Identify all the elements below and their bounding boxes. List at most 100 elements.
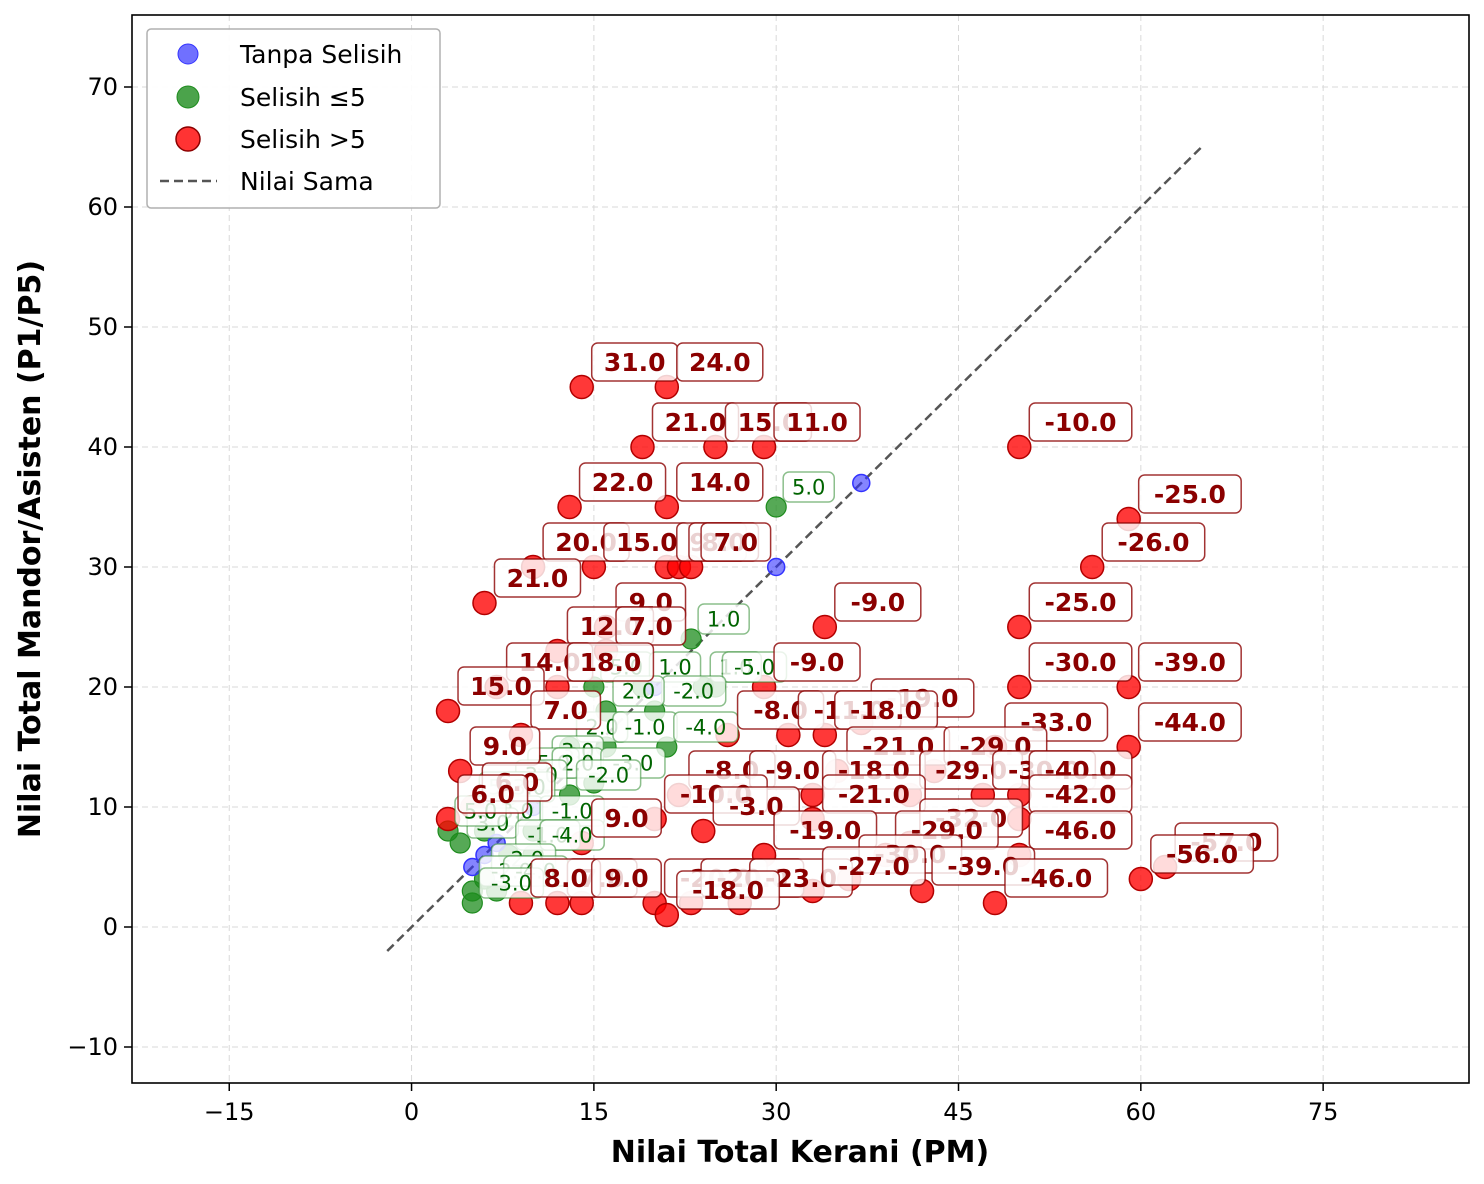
data-label-text: -18.0 — [850, 696, 922, 725]
data-label-selisih-besar: 24.0 — [676, 342, 764, 382]
x-tick-label: 0 — [404, 1098, 419, 1126]
data-label-selisih-besar: -44.0 — [1137, 702, 1242, 742]
data-label-text: 31.0 — [604, 348, 666, 377]
data-label-text: 1.0 — [707, 608, 740, 632]
data-label-selisih-besar: 9.0 — [590, 798, 662, 838]
data-label-selisih-kecil: -4.0 — [673, 711, 739, 743]
data-label-selisih-besar: -56.0 — [1150, 834, 1255, 874]
data-label-text: -25.0 — [1154, 480, 1226, 509]
point-selisih-besar — [1079, 554, 1105, 580]
data-label-box — [493, 558, 582, 598]
data-label-text: 6.0 — [471, 780, 515, 809]
data-label-text: -26.0 — [1117, 528, 1189, 557]
data-label-selisih-besar: 7.0 — [530, 690, 602, 730]
data-label-text: 21.0 — [507, 564, 569, 593]
data-label-text: 11.0 — [786, 408, 848, 437]
data-label-selisih-kecil: -4.0 — [539, 819, 605, 851]
data-label-text: -9.0 — [850, 588, 905, 617]
data-label-selisih-besar: -21.0 — [821, 774, 926, 814]
data-label-selisih-kecil: -1.0 — [612, 711, 678, 743]
data-label-box — [566, 642, 655, 682]
point-selisih-besar — [569, 374, 594, 400]
data-label-selisih-besar: 31.0 — [590, 342, 679, 382]
point-selisih-besar — [1007, 614, 1032, 640]
legend-marker-selisih-besar — [175, 126, 201, 152]
data-label-selisih-besar: -9.0 — [748, 750, 837, 790]
data-label-selisih-besar: -27.0 — [821, 846, 926, 886]
data-label-text: -27.0 — [838, 852, 910, 881]
legend-marker-selisih-kecil — [176, 85, 200, 109]
data-label-box — [676, 342, 764, 382]
data-label-selisih-besar: -19.0 — [773, 810, 878, 850]
legend-label-tanpa-selisih: Tanpa Selisih — [239, 40, 402, 69]
data-label-box — [1137, 702, 1242, 742]
legend-label-selisih-besar: Selisih >5 — [240, 125, 366, 154]
data-label-selisih-besar: -10.0 — [1028, 402, 1133, 442]
data-label-text: 7.0 — [629, 612, 673, 641]
data-label-selisih-kecil: 1.0 — [697, 603, 750, 635]
data-label-box — [1150, 834, 1255, 874]
point-selisih-besar — [982, 890, 1008, 916]
data-label-selisih-besar: 21.0 — [651, 402, 740, 442]
data-label-text: 22.0 — [592, 468, 654, 497]
data-label-text: 9.0 — [604, 804, 648, 833]
axis-ticks: −15 0 15 30 45 60 75 −10 0 10 20 30 40 50 60 70 — [67, 73, 1338, 1126]
data-label-selisih-besar: -39.0 — [1137, 642, 1242, 682]
data-label-box — [1004, 858, 1109, 898]
plot-frame — [131, 14, 1470, 1084]
data-label-selisih-kecil: 5.0 — [782, 471, 836, 503]
data-label-box — [590, 858, 662, 898]
data-labels: 5.01.05.01.01.0-5.0-2.02.02.0-1.0-4.03.0… — [454, 342, 1279, 910]
data-label-selisih-besar: 22.0 — [578, 462, 667, 502]
point-selisih-besar — [472, 590, 497, 616]
legend-marker-tanpa-selisih — [177, 43, 199, 65]
data-label-selisih-besar: 7.0 — [700, 522, 772, 562]
data-label-selisih-besar: -9.0 — [834, 582, 922, 622]
data-label-text: -10.0 — [1045, 408, 1117, 437]
data-label-text: 15.0 — [470, 672, 532, 701]
data-label-text: 9.0 — [483, 732, 527, 761]
data-label-box — [821, 846, 926, 886]
data-label-text: 9.0 — [604, 864, 648, 893]
point-selisih-besar — [557, 494, 582, 520]
data-label-box — [673, 711, 739, 743]
data-label-selisih-besar: 9.0 — [590, 858, 662, 898]
y-tick-label: 0 — [103, 913, 118, 941]
data-label-text: 21.0 — [665, 408, 727, 437]
data-label-selisih-besar: 15.0 — [603, 522, 691, 562]
data-label-box — [457, 774, 529, 814]
data-label-selisih-besar: -26.0 — [1101, 522, 1206, 562]
data-label-text: -39.0 — [1154, 648, 1226, 677]
data-label-text: 18.0 — [580, 648, 642, 677]
data-label-selisih-besar: 11.0 — [773, 402, 861, 442]
data-label-text: 8.0 — [544, 864, 588, 893]
x-tick-label: 30 — [761, 1098, 792, 1126]
point-selisih-besar — [435, 698, 461, 724]
data-label-text: -3.0 — [491, 872, 532, 896]
data-label-text: 2.0 — [622, 680, 655, 704]
y-tick-label: 10 — [87, 793, 118, 821]
data-label-text: -2.0 — [673, 680, 714, 704]
data-label-selisih-besar: 14.0 — [676, 462, 764, 502]
data-label-selisih-besar: -30.0 — [1028, 642, 1133, 682]
data-label-text: -19.0 — [789, 816, 861, 845]
legend-label-nilai-sama: Nilai Sama — [240, 167, 374, 196]
data-label-box — [575, 759, 642, 791]
data-label-text: 14.0 — [689, 468, 751, 497]
data-label-selisih-besar: -46.0 — [1004, 858, 1109, 898]
data-label-selisih-besar: -18.0 — [676, 870, 781, 910]
data-label-selisih-besar: -46.0 — [1028, 810, 1133, 850]
data-label-text: -9.0 — [765, 756, 820, 785]
y-tick-label: 30 — [87, 553, 118, 581]
y-axis-title: Nilai Total Mandor/Asisten (P1/P5) — [13, 260, 48, 838]
data-label-box — [773, 642, 861, 682]
data-label-selisih-kecil: -2.0 — [660, 675, 727, 707]
data-label-selisih-besar: 9.0 — [469, 726, 541, 766]
data-label-text: 15.0 — [616, 528, 678, 557]
data-label-text: -9.0 — [790, 648, 845, 677]
data-label-box — [1137, 474, 1242, 514]
data-label-box — [457, 666, 545, 706]
data-label-text: -25.0 — [1045, 588, 1117, 617]
y-tick-label: −10 — [67, 1033, 118, 1061]
legend: Tanpa Selisih Selisih ≤5 Selisih >5 Nila… — [146, 28, 441, 209]
